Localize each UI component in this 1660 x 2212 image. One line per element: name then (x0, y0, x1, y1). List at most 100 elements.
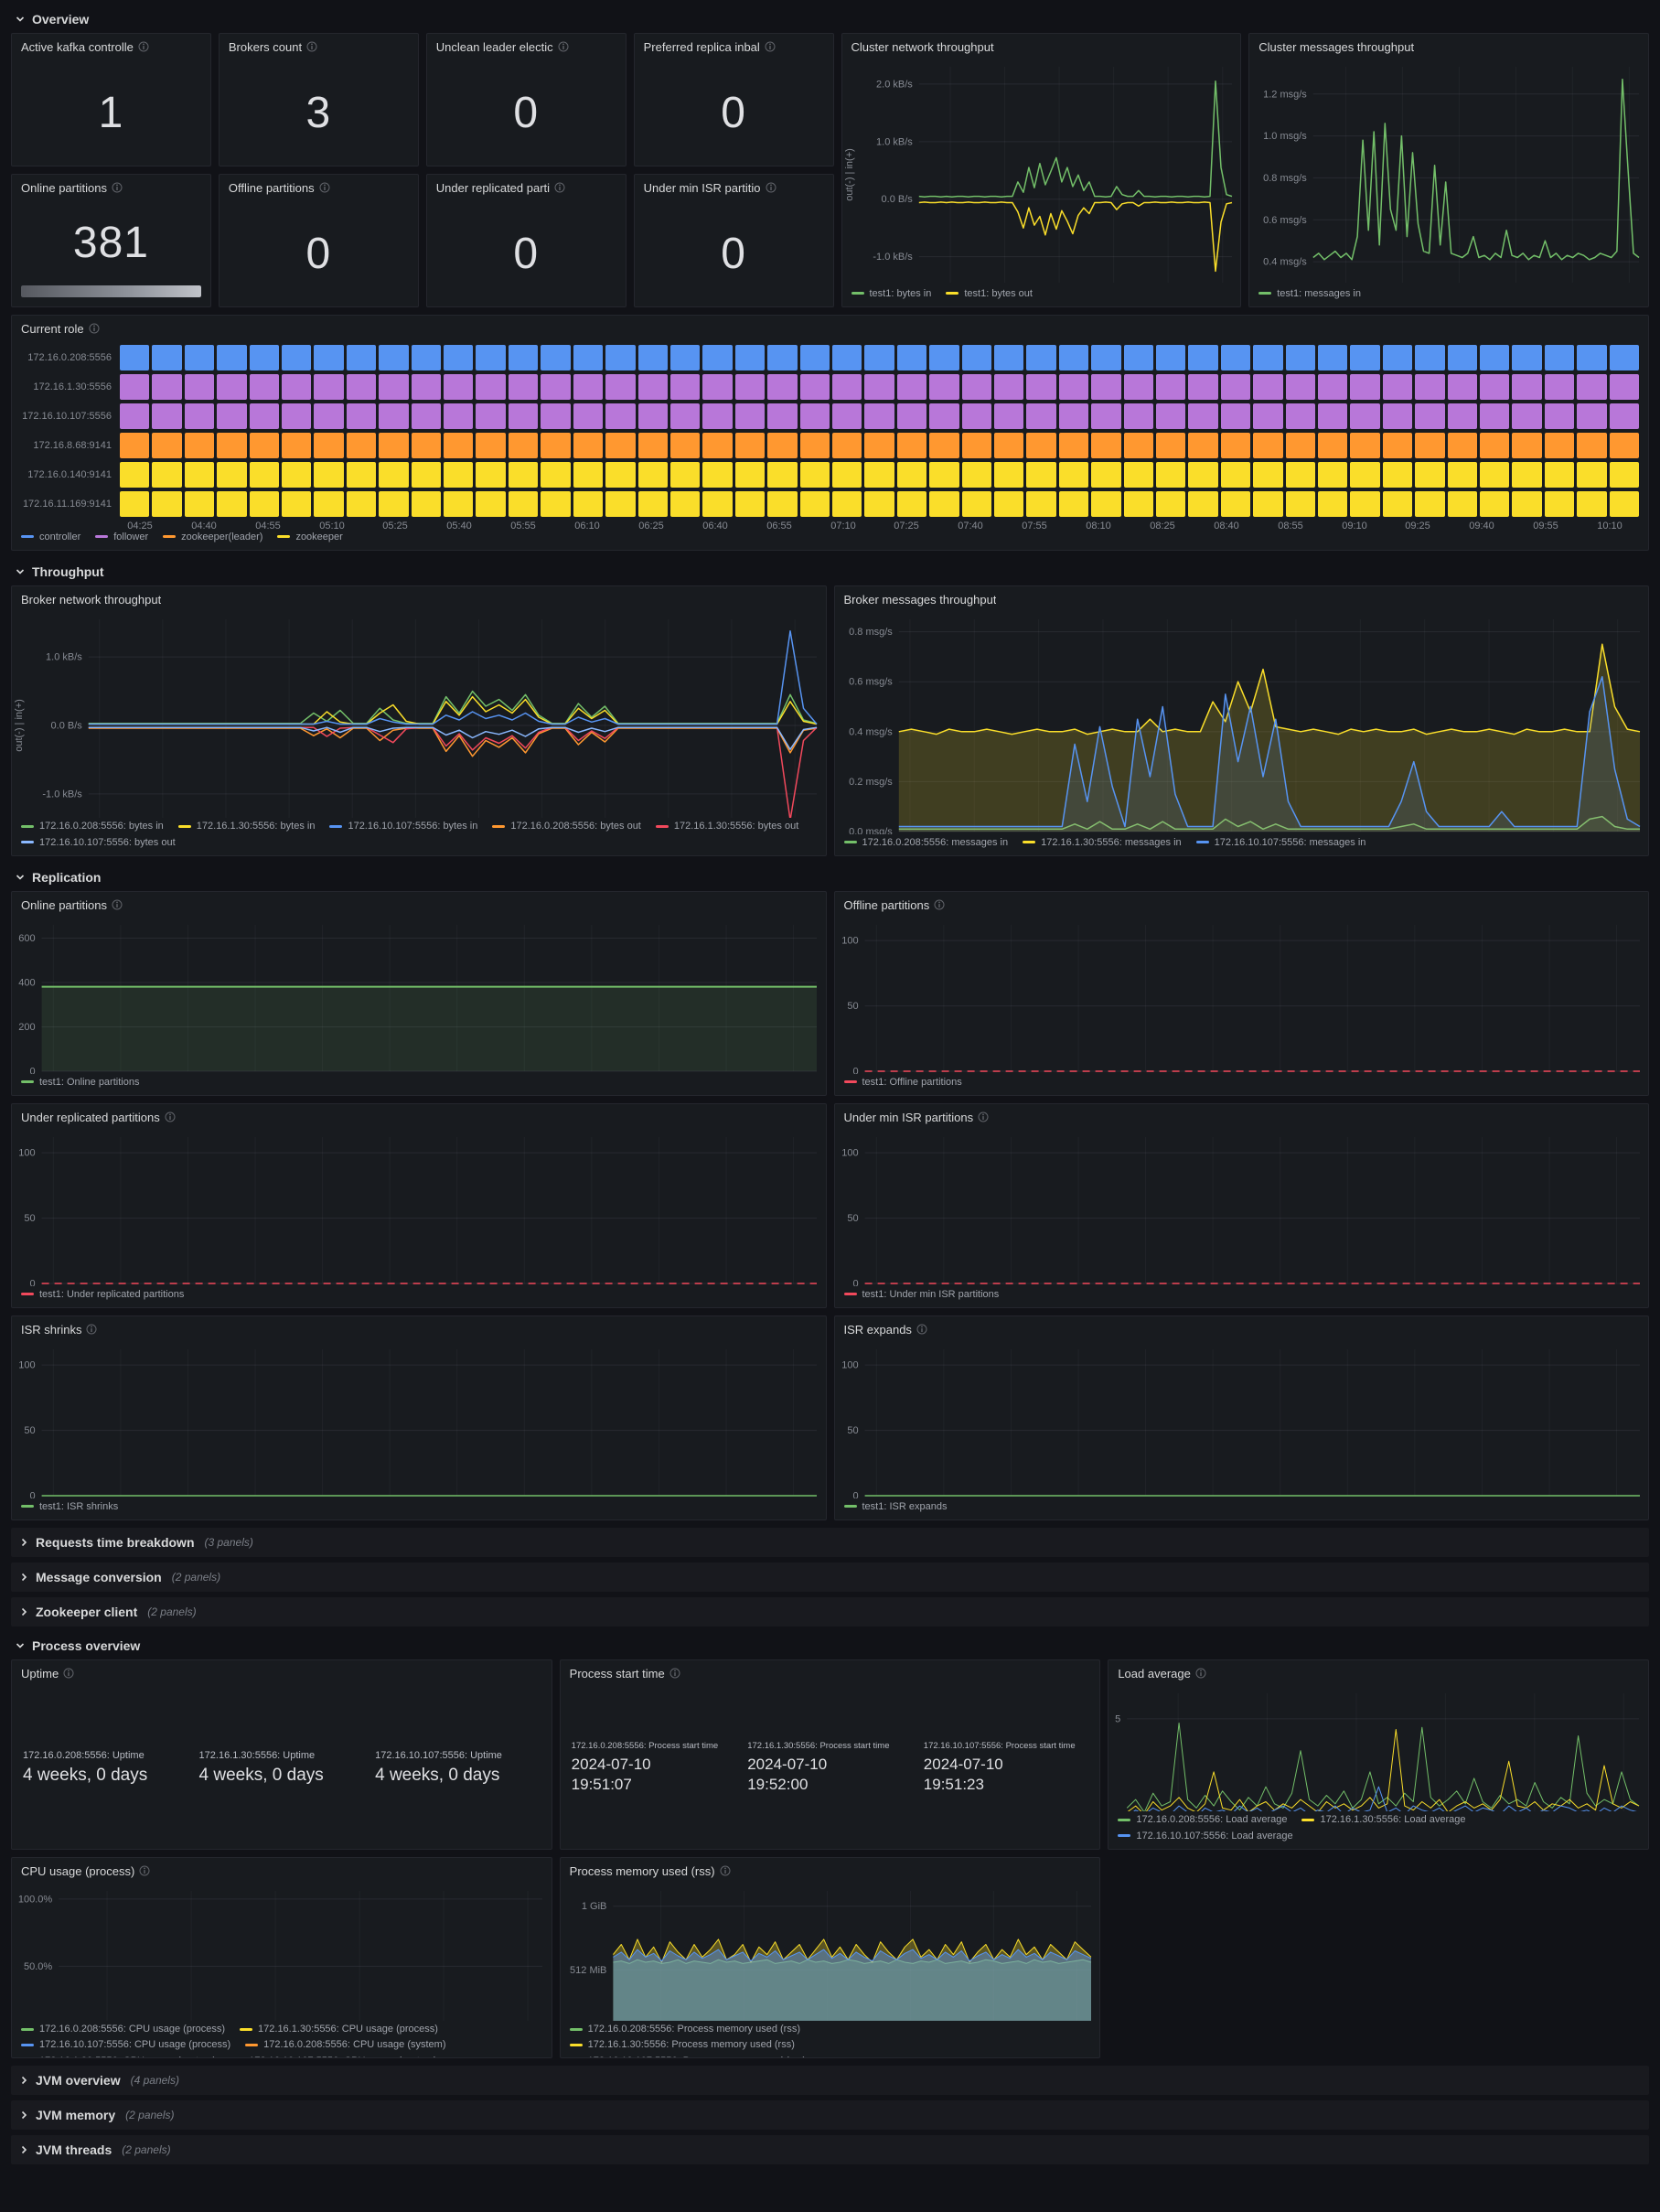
timeline-cell[interactable] (152, 403, 182, 429)
timeline-cell[interactable] (249, 374, 280, 400)
timeline-cell[interactable] (346, 433, 377, 458)
timeline-cell[interactable] (1220, 374, 1251, 400)
legend-item[interactable]: test1: messages in (1258, 287, 1361, 300)
timeline-cell[interactable] (1220, 345, 1251, 370)
timeline-cell[interactable] (1350, 462, 1380, 488)
legend-item[interactable]: 172.16.1.30:5556: Process memory used (r… (569, 2038, 1091, 2051)
timeline-cell[interactable] (1318, 374, 1348, 400)
timeline-cell[interactable] (831, 491, 862, 517)
timeline-cell[interactable] (637, 374, 668, 400)
timeline-cell[interactable] (896, 345, 927, 370)
timeline-cell[interactable] (961, 374, 991, 400)
timeline-cell[interactable] (346, 374, 377, 400)
legend-item[interactable]: follower (95, 531, 148, 543)
timeline-cell[interactable] (929, 462, 959, 488)
panel-header[interactable]: Preferred replica inbal (635, 34, 833, 59)
timeline-cell[interactable] (702, 403, 733, 429)
timeline-cell[interactable] (249, 345, 280, 370)
timeline-cell[interactable] (217, 374, 247, 400)
timeline-cell[interactable] (1382, 433, 1413, 458)
chart-under-min-isr-partitions[interactable]: .tick{font:11px "Liberation Sans",sans-s… (835, 1130, 1649, 1286)
timeline-cell[interactable] (379, 345, 409, 370)
timeline-cell[interactable] (249, 403, 280, 429)
timeline-cell[interactable] (152, 491, 182, 517)
legend-item[interactable]: 172.16.10.107:5556: Process memory used … (570, 2055, 1091, 2057)
timeline-cell[interactable] (929, 403, 959, 429)
timeline-cell[interactable] (961, 433, 991, 458)
timeline-cell[interactable] (1512, 374, 1542, 400)
timeline-cell[interactable] (864, 403, 894, 429)
timeline-cell[interactable] (1220, 462, 1251, 488)
timeline-cell[interactable] (1188, 433, 1218, 458)
timeline-cell[interactable] (314, 403, 344, 429)
timeline-cell[interactable] (1350, 403, 1380, 429)
timeline-cell[interactable] (217, 345, 247, 370)
timeline-cell[interactable] (637, 403, 668, 429)
info-icon[interactable] (720, 1865, 731, 1876)
timeline-cell[interactable] (411, 403, 442, 429)
timeline-cell[interactable] (1026, 374, 1056, 400)
timeline-cell[interactable] (1447, 491, 1478, 517)
timeline-cell[interactable] (1415, 345, 1445, 370)
timeline-cell[interactable] (669, 491, 701, 517)
timeline-cell[interactable] (1026, 462, 1056, 488)
timeline-cell[interactable] (605, 462, 636, 488)
timeline-cell[interactable] (702, 345, 733, 370)
timeline-cell[interactable] (799, 374, 830, 400)
timeline-cell[interactable] (476, 462, 506, 488)
timeline-cell[interactable] (605, 374, 636, 400)
timeline-cell[interactable] (1609, 491, 1640, 517)
timeline-cell[interactable] (379, 374, 409, 400)
timeline-cell[interactable] (831, 374, 862, 400)
timeline-cell[interactable] (767, 403, 798, 429)
timeline-cell[interactable] (184, 374, 215, 400)
panel-header[interactable]: CPU usage (process) (12, 1858, 552, 1884)
timeline-cell[interactable] (1512, 433, 1542, 458)
timeline-cell[interactable] (929, 491, 959, 517)
timeline-cell[interactable] (1609, 433, 1640, 458)
timeline-cell[interactable] (1220, 433, 1251, 458)
info-icon[interactable] (63, 1668, 74, 1679)
panel-header[interactable]: Under replicated partitions (12, 1104, 826, 1130)
info-icon[interactable] (558, 41, 569, 52)
timeline-cell[interactable] (864, 462, 894, 488)
panel-header[interactable]: Online partitions (12, 175, 210, 200)
timeline-cell[interactable] (314, 345, 344, 370)
timeline-cell[interactable] (1350, 433, 1380, 458)
timeline-cell[interactable] (444, 462, 474, 488)
info-icon[interactable] (139, 1865, 150, 1876)
timeline-cell[interactable] (929, 374, 959, 400)
panel-header[interactable]: Offline partitions (835, 892, 1649, 918)
timeline-cell[interactable] (282, 433, 312, 458)
info-icon[interactable] (112, 899, 123, 910)
info-icon[interactable] (978, 1111, 989, 1122)
timeline-cell[interactable] (864, 433, 894, 458)
timeline-cell[interactable] (896, 462, 927, 488)
section-header-message-conversion[interactable]: Message conversion (2 panels) (11, 1562, 1649, 1592)
timeline-cell[interactable] (1026, 491, 1056, 517)
timeline-cell[interactable] (184, 345, 215, 370)
timeline-cell[interactable] (1253, 462, 1283, 488)
timeline-cell[interactable] (961, 462, 991, 488)
timeline-cell[interactable] (1091, 345, 1121, 370)
timeline-cell[interactable] (1447, 403, 1478, 429)
timeline-cell[interactable] (961, 403, 991, 429)
timeline-cell[interactable] (573, 462, 604, 488)
panel-header[interactable]: Broker messages throughput (835, 586, 1649, 612)
timeline-cell[interactable] (1609, 374, 1640, 400)
timeline-cell[interactable] (379, 433, 409, 458)
timeline-cell[interactable] (1188, 374, 1218, 400)
timeline-cell[interactable] (1415, 374, 1445, 400)
timeline-cell[interactable] (1577, 433, 1607, 458)
timeline-cell[interactable] (864, 345, 894, 370)
info-icon[interactable] (112, 182, 123, 193)
info-icon[interactable] (669, 1668, 680, 1679)
panel-header[interactable]: Cluster messages throughput (1249, 34, 1648, 59)
chart-process-memory-rss[interactable]: .tick{font:11px "Liberation Sans",sans-s… (561, 1884, 1100, 2021)
timeline-cell[interactable] (1285, 462, 1316, 488)
timeline-cell[interactable] (1091, 403, 1121, 429)
chart-load-average[interactable]: .tick{font:11px "Liberation Sans",sans-s… (1108, 1686, 1648, 1812)
timeline-cell[interactable] (1544, 403, 1575, 429)
timeline-cell[interactable] (508, 433, 539, 458)
section-header-process-overview[interactable]: Process overview (11, 1632, 1649, 1659)
